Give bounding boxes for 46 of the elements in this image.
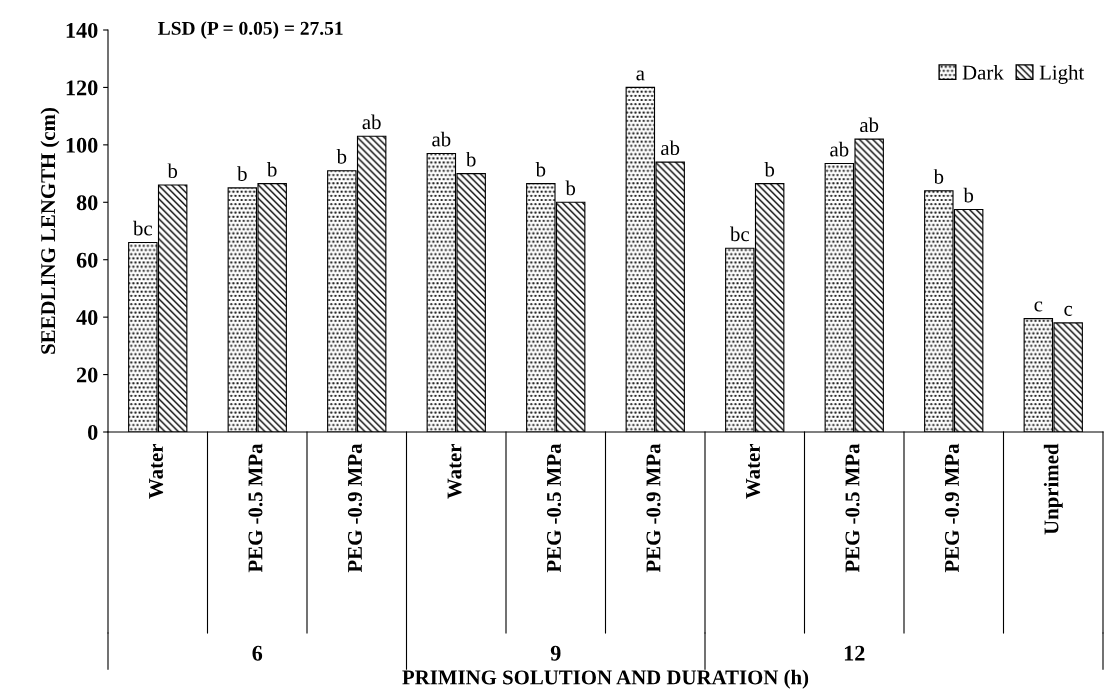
x-tick-label: Unprimed <box>1043 443 1063 535</box>
x-axis-title: PRIMING SOLUTION AND DURATION (h) <box>402 669 809 689</box>
y-tick-label: 100 <box>66 137 98 153</box>
y-tick-label: 80 <box>76 195 98 211</box>
x-tick-label: PEG -0.5 MPa <box>546 443 562 573</box>
annotation: LSD (P = 0.05) = 27.51 <box>158 21 343 39</box>
y-axis-title: SEEDLING LENGTH (cm) <box>40 108 60 354</box>
x-tick-label: Water <box>746 443 761 499</box>
data-label: c <box>1064 305 1073 316</box>
y-tick-label: 40 <box>76 310 98 326</box>
text: 9 <box>550 645 561 661</box>
x-tick-label: PEG -0.9 MPa <box>944 443 960 573</box>
legend-label: Light <box>1039 64 1085 84</box>
x-tick-label: PEG -0.5 MPa <box>248 443 263 573</box>
data-label: ab <box>432 131 451 147</box>
data-label: b <box>266 161 277 177</box>
y-tick-label: 140 <box>66 22 98 38</box>
y-tick-label: 120 <box>66 80 98 96</box>
data-label: b <box>167 163 178 179</box>
data-label: b <box>963 187 974 203</box>
data-label: b <box>565 180 576 196</box>
y-tick-label: 60 <box>76 252 98 268</box>
x-tick-label: PEG -0.9 MPa <box>347 443 363 573</box>
data-label: ab <box>830 141 849 157</box>
data-label: b <box>535 161 546 177</box>
data-label: ab <box>362 114 381 130</box>
data-label: bc <box>729 226 750 242</box>
data-label: b <box>764 161 775 177</box>
data-label: b <box>336 149 347 164</box>
y-tick-label: 0 <box>88 424 98 440</box>
x-tick-label: Water <box>447 443 462 499</box>
x-tick-label: PEG -0.9 MPa <box>646 443 661 573</box>
data-label: ab <box>860 117 879 133</box>
text: 6 <box>252 645 263 661</box>
y-tick-label: 20 <box>76 367 98 383</box>
data-label: bc <box>132 220 153 236</box>
x-tick-label: PEG -0.5 MPa <box>845 443 860 573</box>
data-label: b <box>933 169 944 184</box>
legend-label: Dark <box>962 64 1004 80</box>
data-label: ab <box>661 140 680 156</box>
x-tick-label: Water <box>149 443 164 499</box>
data-label: b <box>237 166 247 181</box>
data-label: a <box>636 70 645 81</box>
text: 12 <box>844 645 865 661</box>
data-label: c <box>1034 301 1043 312</box>
data-label: b <box>465 151 476 167</box>
